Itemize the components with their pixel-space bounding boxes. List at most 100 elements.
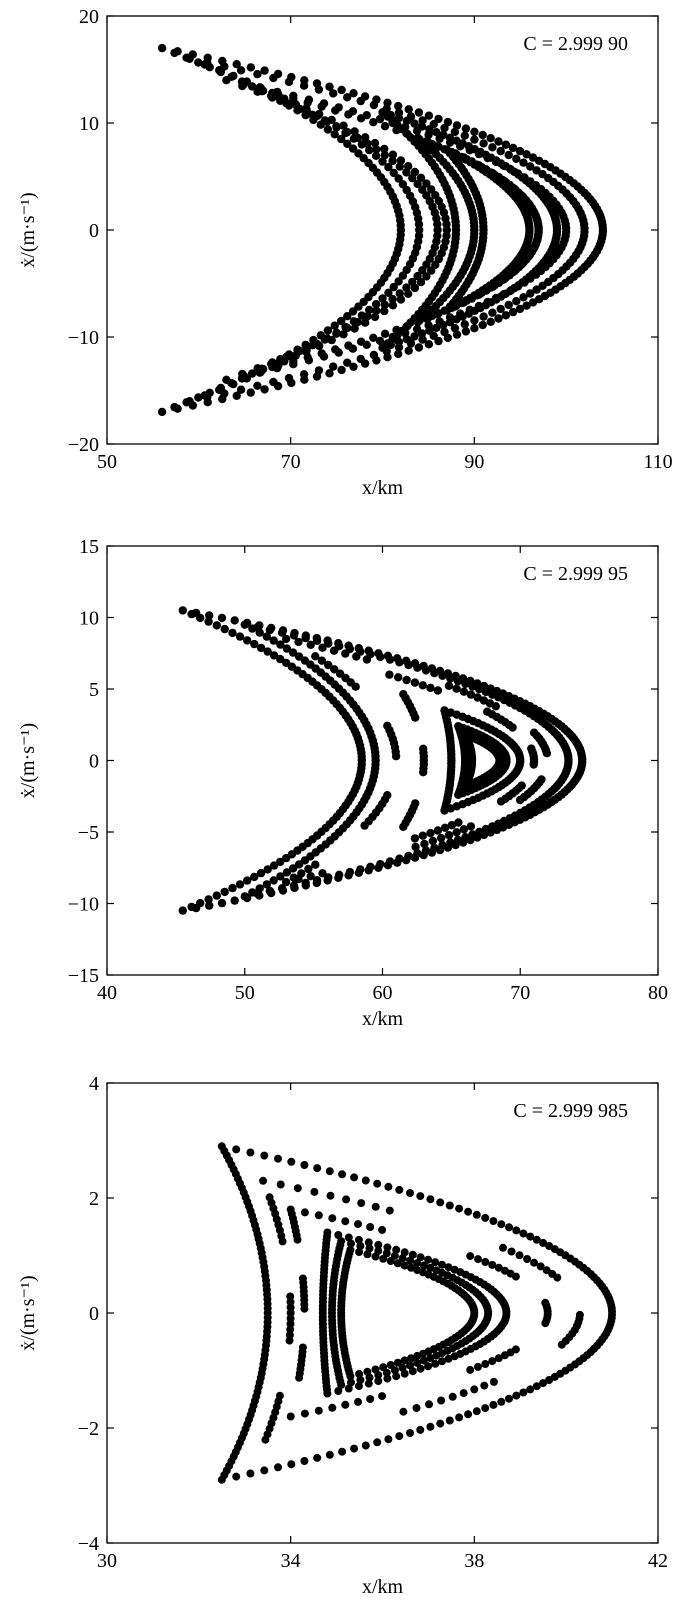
data-point bbox=[422, 179, 431, 188]
data-point bbox=[439, 130, 448, 140]
data-point bbox=[488, 143, 497, 152]
data-point bbox=[541, 1319, 550, 1328]
data-point bbox=[379, 1254, 388, 1263]
plot-frame bbox=[106, 545, 659, 976]
data-point bbox=[235, 880, 245, 889]
data-point bbox=[299, 370, 309, 379]
data-point bbox=[258, 364, 268, 374]
data-point bbox=[204, 617, 213, 626]
data-point bbox=[472, 1210, 481, 1219]
data-point bbox=[230, 896, 239, 905]
data-point bbox=[311, 652, 320, 661]
data-point bbox=[386, 1361, 395, 1369]
data-point bbox=[417, 329, 427, 338]
data-point bbox=[273, 359, 283, 368]
data-point bbox=[478, 130, 487, 140]
data-point bbox=[355, 1370, 364, 1378]
data-point bbox=[364, 1379, 373, 1388]
data-point bbox=[363, 139, 372, 148]
data-point bbox=[523, 1255, 532, 1263]
y-axis-label: ẋ/(m·s⁻¹) bbox=[17, 723, 39, 798]
data-point bbox=[404, 660, 413, 670]
data-point bbox=[276, 1180, 285, 1189]
data-point bbox=[419, 1261, 428, 1270]
data-point bbox=[470, 127, 479, 136]
data-point bbox=[334, 1387, 343, 1395]
data-point bbox=[348, 307, 358, 316]
x-tick-label: 42 bbox=[648, 1550, 668, 1572]
data-point bbox=[276, 654, 285, 664]
data-point bbox=[394, 101, 403, 111]
data-point bbox=[342, 1195, 351, 1204]
data-point bbox=[286, 1292, 295, 1301]
data-point bbox=[400, 1261, 409, 1270]
data-point bbox=[286, 1412, 295, 1421]
data-point bbox=[326, 1191, 335, 1200]
data-point bbox=[256, 643, 266, 653]
data-point bbox=[354, 149, 363, 158]
data-point bbox=[194, 393, 203, 402]
data-point bbox=[447, 821, 456, 830]
data-point bbox=[282, 99, 291, 108]
data-point bbox=[220, 887, 229, 897]
data-point bbox=[300, 1409, 309, 1418]
data-point bbox=[317, 349, 326, 358]
data-point bbox=[246, 1148, 255, 1157]
data-point bbox=[496, 797, 506, 806]
data-point bbox=[426, 1354, 435, 1363]
data-point bbox=[494, 137, 503, 146]
data-point bbox=[396, 295, 406, 304]
data-point bbox=[338, 1170, 347, 1179]
data-point bbox=[406, 1189, 414, 1197]
y-tick-label: 0 bbox=[89, 751, 99, 773]
data-point bbox=[301, 633, 310, 643]
data-point bbox=[253, 381, 262, 390]
data-point bbox=[297, 869, 306, 878]
data-point bbox=[287, 1209, 296, 1218]
data-point bbox=[349, 89, 358, 98]
data-point bbox=[404, 162, 413, 171]
data-point bbox=[532, 1235, 541, 1244]
data-point bbox=[363, 1250, 372, 1259]
data-point bbox=[328, 1214, 337, 1223]
data-point bbox=[427, 185, 436, 194]
data-point bbox=[170, 402, 179, 412]
data-point bbox=[315, 341, 324, 351]
data-point bbox=[248, 624, 257, 633]
data-point bbox=[238, 369, 247, 379]
data-point bbox=[284, 77, 294, 87]
data-point bbox=[331, 106, 340, 115]
data-point bbox=[389, 282, 398, 292]
data-point bbox=[300, 1208, 309, 1217]
data-point bbox=[374, 1240, 383, 1249]
data-point bbox=[462, 732, 471, 742]
data-point bbox=[481, 1258, 490, 1266]
data-point bbox=[508, 307, 518, 317]
data-point bbox=[277, 628, 287, 637]
data-point bbox=[481, 1360, 490, 1368]
data-point bbox=[431, 1359, 440, 1368]
data-point bbox=[294, 652, 304, 661]
x-tick-label: 110 bbox=[643, 451, 672, 473]
data-point bbox=[302, 347, 311, 356]
data-point bbox=[295, 346, 304, 356]
y-tick-label: −5 bbox=[78, 822, 99, 844]
data-point bbox=[452, 121, 462, 130]
data-point bbox=[466, 1252, 475, 1261]
data-point bbox=[215, 66, 224, 75]
data-point bbox=[185, 54, 194, 63]
data-point bbox=[380, 122, 390, 131]
data-point bbox=[461, 124, 471, 133]
data-point bbox=[355, 1248, 364, 1256]
x-tick-label: 60 bbox=[373, 982, 393, 1004]
y-tick-label: −10 bbox=[68, 327, 99, 349]
data-point bbox=[274, 1463, 282, 1472]
y-tick-label: −10 bbox=[68, 894, 99, 916]
data-point bbox=[410, 167, 420, 177]
data-point bbox=[486, 317, 495, 326]
data-point bbox=[452, 684, 461, 693]
data-point bbox=[393, 1358, 402, 1367]
data-point bbox=[344, 1233, 353, 1242]
data-point bbox=[464, 1410, 473, 1419]
data-point bbox=[256, 868, 266, 878]
